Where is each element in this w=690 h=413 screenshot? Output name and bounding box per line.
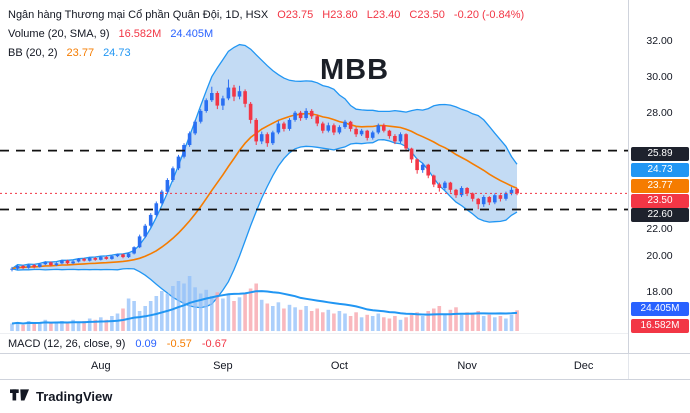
time-axis-month-label: Oct [330,360,348,372]
time-axis-month-label: Aug [91,360,111,372]
bottom-toolbar: TradingView [0,379,690,413]
price-tick-label: 32.00 [646,35,673,47]
macd-indicator-label: MACD (12, 26, close, 9) [8,337,126,350]
price-tick-label: 20.00 [646,250,673,262]
ohlc-change: -0.20 (-0.84%) [453,8,525,21]
macd-line-value: -0.57 [166,337,192,350]
axis-corner-divider [628,354,629,379]
macd-legend-row[interactable]: MACD (12, 26, close, 9) 0.09 -0.57 -0.67 [0,333,628,353]
price-axis[interactable]: 32.00 30.00 28.00 22.00 20.00 18.00 25.89 24.73… [628,0,690,353]
bb-legend-row[interactable]: BB (20, 2) 23.77 24.73 [8,43,524,62]
time-axis-month-label: Sep [213,360,233,372]
tradingview-logo[interactable]: TradingView [10,389,112,404]
bb-basis-value: 23.77 [66,46,95,59]
price-tick-label: 22.00 [646,223,673,235]
price-tick-label: 30.00 [646,71,673,83]
chart-legends: Ngân hàng Thương mại Cổ phần Quân Đội, 1… [8,5,524,62]
symbol-legend-row[interactable]: Ngân hàng Thương mại Cổ phần Quân Đội, 1… [8,5,524,24]
ohlc-high: H23.80 [322,8,358,21]
time-axis-month-label: Dec [573,360,594,372]
price-axis-badge: 23.50 [631,194,689,208]
macd-signal-value: -0.67 [201,337,227,350]
ohlc-close: C23.50 [409,8,445,21]
volume-ma-value: 24.405M [170,27,214,40]
symbol-watermark: MBB [320,54,390,86]
time-axis[interactable]: Aug Sep Oct Nov Dec [0,353,690,379]
volume-indicator-label: Volume (20, SMA, 9) [8,27,110,40]
price-axis-badge: 24.405M [631,302,689,316]
tradingview-logo-icon [10,389,29,401]
time-axis-month-label: Nov [457,360,477,372]
symbol-title: Ngân hàng Thương mại Cổ phần Quân Đội, 1… [8,8,269,21]
price-tick-label: 28.00 [646,107,673,119]
ohlc-open: O23.75 [277,8,314,21]
price-tick-label: 18.00 [646,286,673,298]
bb-indicator-label: BB (20, 2) [8,46,58,59]
price-axis-badge: 24.73 [631,163,689,177]
volume-value: 16.582M [118,27,162,40]
price-volume-chart-canvas[interactable] [0,0,628,333]
ohlc-low: L23.40 [366,8,401,21]
price-axis-badge: 23.77 [631,179,689,193]
macd-hist-value: 0.09 [135,337,157,350]
chart-main-row: MBB Ngân hàng Thương mại Cổ phần Quân Độ… [0,0,690,353]
price-axis-badge: 22.60 [631,208,689,222]
tradingview-brand-label: TradingView [36,389,113,404]
chart-pane[interactable]: MBB Ngân hàng Thương mại Cổ phần Quân Độ… [0,0,628,353]
price-axis-badge: 16.582M [631,319,689,333]
volume-legend-row[interactable]: Volume (20, SMA, 9) 16.582M 24.405M [8,24,524,43]
price-axis-badge: 25.89 [631,147,689,161]
bb-upper-value: 24.73 [103,46,131,59]
